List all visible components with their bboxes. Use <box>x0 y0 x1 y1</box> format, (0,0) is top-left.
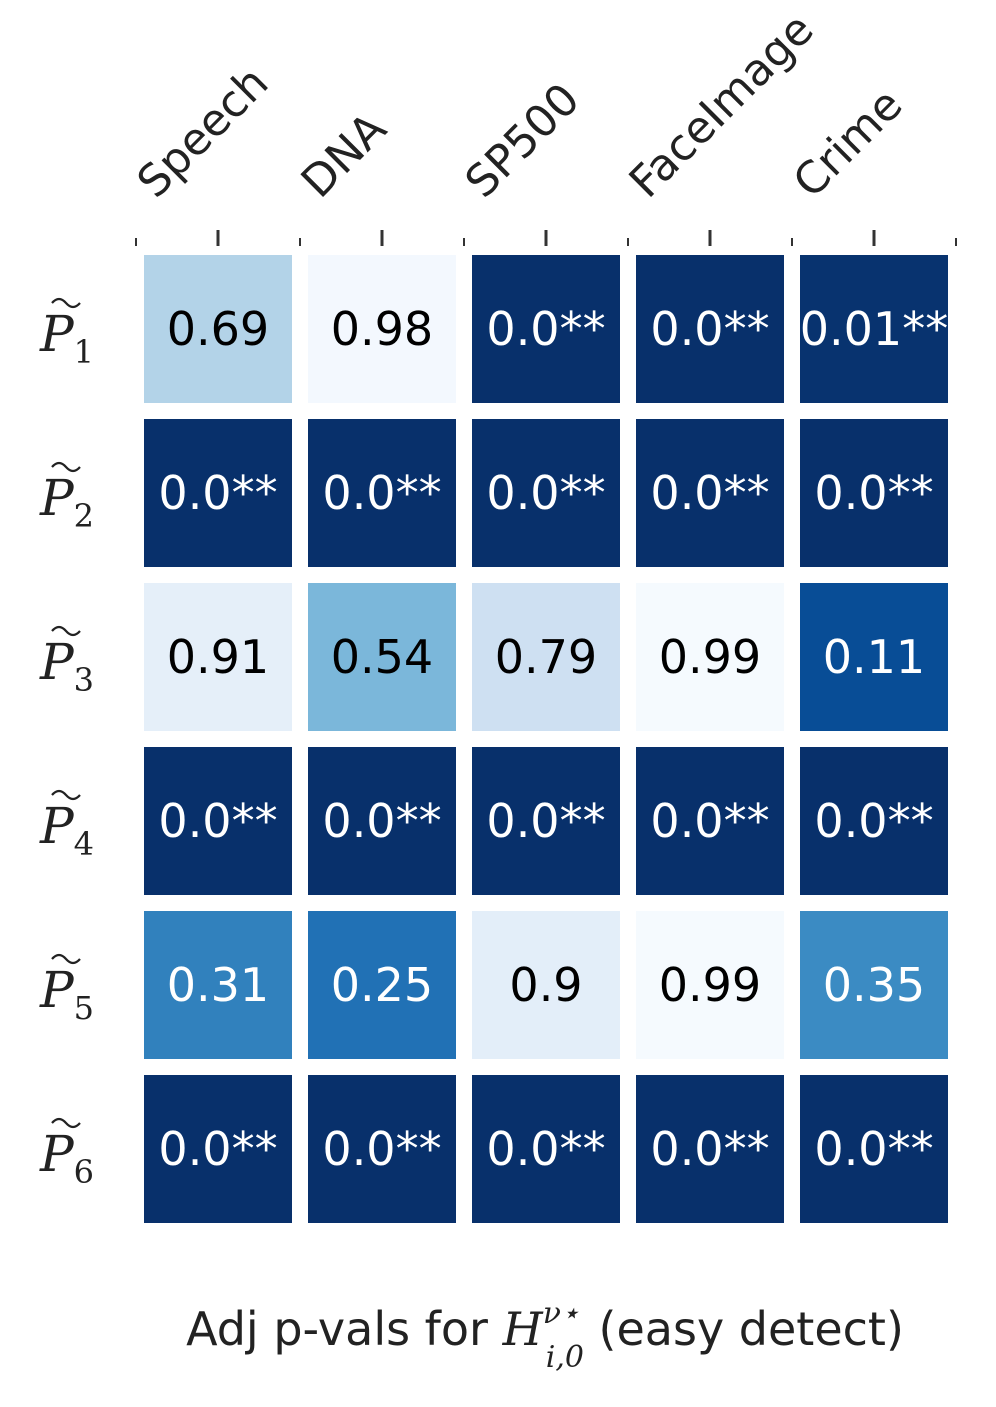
row-label-text: P2 <box>39 469 94 535</box>
heatmap-cell <box>472 911 620 1059</box>
tilde-mark <box>51 953 81 965</box>
cell-value-label: 0.9 <box>509 958 582 1012</box>
x-axis-label-math-base: H <box>502 1302 544 1356</box>
x-axis-label-suffix: (easy detect) <box>584 1302 904 1356</box>
cell-value-label: 0.0** <box>650 466 769 520</box>
cell-value-label: 0.0** <box>322 466 441 520</box>
cell-value-label: 0.0** <box>650 794 769 848</box>
column-label: SP500 <box>456 74 590 208</box>
cell-value-label: 0.0** <box>158 1122 277 1176</box>
heatmap-cell <box>636 583 784 731</box>
heatmap-cell <box>144 911 292 1059</box>
heatmap-cell <box>472 747 620 895</box>
column-label: Speech <box>128 57 279 208</box>
heatmap-cell <box>144 419 292 567</box>
row-labels: P1 P2 P3 P4 P5 P6 <box>39 297 94 1191</box>
tilde-mark <box>51 789 81 801</box>
heatmap-cell <box>472 583 620 731</box>
cell-value-label: 0.25 <box>331 958 433 1012</box>
x-axis-label-prefix: Adj p-vals for <box>186 1302 502 1356</box>
row-label: P1 <box>39 297 94 371</box>
cell-value-label: 0.0** <box>814 466 933 520</box>
row-label: P2 <box>39 461 94 535</box>
heatmap-cell <box>472 419 620 567</box>
heatmap-cell <box>308 911 456 1059</box>
cell-value-label: 0.99 <box>659 958 761 1012</box>
heatmap-cell <box>144 1075 292 1223</box>
row-label: P3 <box>39 625 94 699</box>
tilde-mark <box>51 461 81 473</box>
heatmap-cell <box>308 1075 456 1223</box>
cell-value-label: 0.0** <box>486 794 605 848</box>
cell-value-label: 0.0** <box>158 466 277 520</box>
heatmap-cell <box>800 255 948 403</box>
row-label-text: P6 <box>39 1125 94 1191</box>
cell-value-label: 0.0** <box>650 1122 769 1176</box>
heatmap-cell <box>472 1075 620 1223</box>
cell-value-label: 0.0** <box>322 1122 441 1176</box>
heatmap-cell <box>308 583 456 731</box>
heatmap-cell <box>800 419 948 567</box>
cell-value-label: 0.69 <box>167 302 269 356</box>
tilde-mark <box>51 625 81 637</box>
row-label-text: P1 <box>39 305 94 371</box>
heatmap-cell <box>636 255 784 403</box>
heatmap-cell <box>636 419 784 567</box>
cell-value-label: 0.0** <box>486 1122 605 1176</box>
tilde-mark <box>51 1117 81 1129</box>
x-axis-label-math-sup: ν⋆ <box>543 1296 580 1331</box>
heatmap-cells: 0.69 0.98 0.0** 0.0** 0.01** 0.0** 0.0** 0.0** 0… <box>144 255 948 1223</box>
heatmap-cell <box>800 911 948 1059</box>
heatmap-cell <box>800 747 948 895</box>
cell-value-label: 0.31 <box>167 958 269 1012</box>
cell-value-label: 0.99 <box>659 630 761 684</box>
cell-value-label: 0.54 <box>331 630 433 684</box>
row-label-text: P4 <box>39 797 94 863</box>
heatmap-cell <box>636 747 784 895</box>
cell-value-label: 0.11 <box>823 630 925 684</box>
row-label: P5 <box>39 953 94 1027</box>
x-axis-ticks <box>135 230 957 246</box>
heatmap-cell <box>800 1075 948 1223</box>
cell-value-label: 0.91 <box>167 630 269 684</box>
cell-value-label: 0.0** <box>814 794 933 848</box>
heatmap-cell <box>144 255 292 403</box>
heatmap-cell <box>144 747 292 895</box>
column-label: DNA <box>292 103 397 208</box>
heatmap-cell <box>472 255 620 403</box>
cell-value-label: 0.0** <box>650 302 769 356</box>
heatmap-cell <box>636 1075 784 1223</box>
heatmap-cell <box>144 583 292 731</box>
column-label: Crime <box>784 79 913 208</box>
row-label-text: P5 <box>39 961 94 1027</box>
cell-value-label: 0.0** <box>486 466 605 520</box>
cell-value-label: 0.98 <box>331 302 433 356</box>
x-axis-label-math-sub: i,0 <box>546 1340 584 1375</box>
cell-value-label: 0.0** <box>486 302 605 356</box>
row-label-text: P3 <box>39 633 94 699</box>
heatmap-cell <box>636 911 784 1059</box>
cell-value-label: 0.0** <box>814 1122 933 1176</box>
row-label: P6 <box>39 1117 94 1191</box>
cell-value-label: 0.35 <box>823 958 925 1012</box>
row-label: P4 <box>39 789 94 863</box>
heatmap-cell <box>800 583 948 731</box>
heatmap-cell <box>308 255 456 403</box>
tilde-mark <box>51 297 81 309</box>
cell-value-label: 0.79 <box>495 630 597 684</box>
cell-value-label: 0.0** <box>322 794 441 848</box>
heatmap-cell <box>308 747 456 895</box>
heatmap-cell <box>308 419 456 567</box>
cell-value-label: 0.01** <box>800 302 948 356</box>
x-axis-label: Adj p-vals for Hν⋆ i,0 (easy detect) <box>186 1296 904 1375</box>
cell-value-label: 0.0** <box>158 794 277 848</box>
